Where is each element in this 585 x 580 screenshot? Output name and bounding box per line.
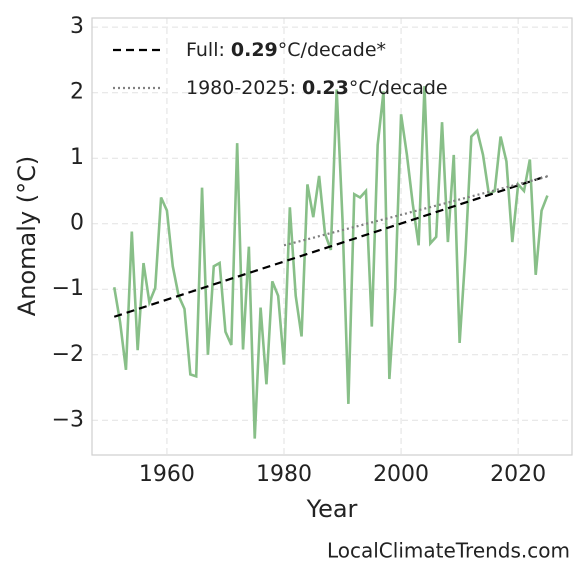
y-tick-label: 2 <box>70 80 84 105</box>
y-tick-label: 3 <box>70 14 84 39</box>
legend-label: Full: 0.29°C/decade* <box>186 39 386 61</box>
x-tick-label: 2000 <box>373 462 429 487</box>
y-tick-label: 1 <box>70 145 84 170</box>
legend-slope: 0.29 <box>231 39 278 61</box>
series-line <box>283 175 548 247</box>
x-tick-label: 1980 <box>256 462 312 487</box>
series-line <box>112 86 549 439</box>
legend-label: 1980-2025: 0.23°C/decade <box>186 77 448 99</box>
legend-unit: °C/decade* <box>278 39 386 61</box>
y-tick-label: −3 <box>52 407 84 432</box>
x-tick-label: 1960 <box>139 462 195 487</box>
x-tick-label: 2020 <box>490 462 546 487</box>
credit: LocalClimateTrends.com <box>327 539 570 563</box>
y-tick-label: −2 <box>52 342 84 367</box>
legend-slope: 0.23 <box>302 77 349 99</box>
legend-prefix: 1980-2025: <box>186 77 296 99</box>
series-line <box>113 174 548 318</box>
x-axis-label: Year <box>306 495 358 523</box>
legend-prefix: Full: <box>186 39 225 61</box>
y-tick-label: −1 <box>52 276 84 301</box>
y-tick-label: 0 <box>70 211 84 236</box>
legend-unit: °C/decade <box>349 77 448 99</box>
y-axis-label: Anomaly (°C) <box>13 156 41 316</box>
plot-frame <box>91 17 573 456</box>
